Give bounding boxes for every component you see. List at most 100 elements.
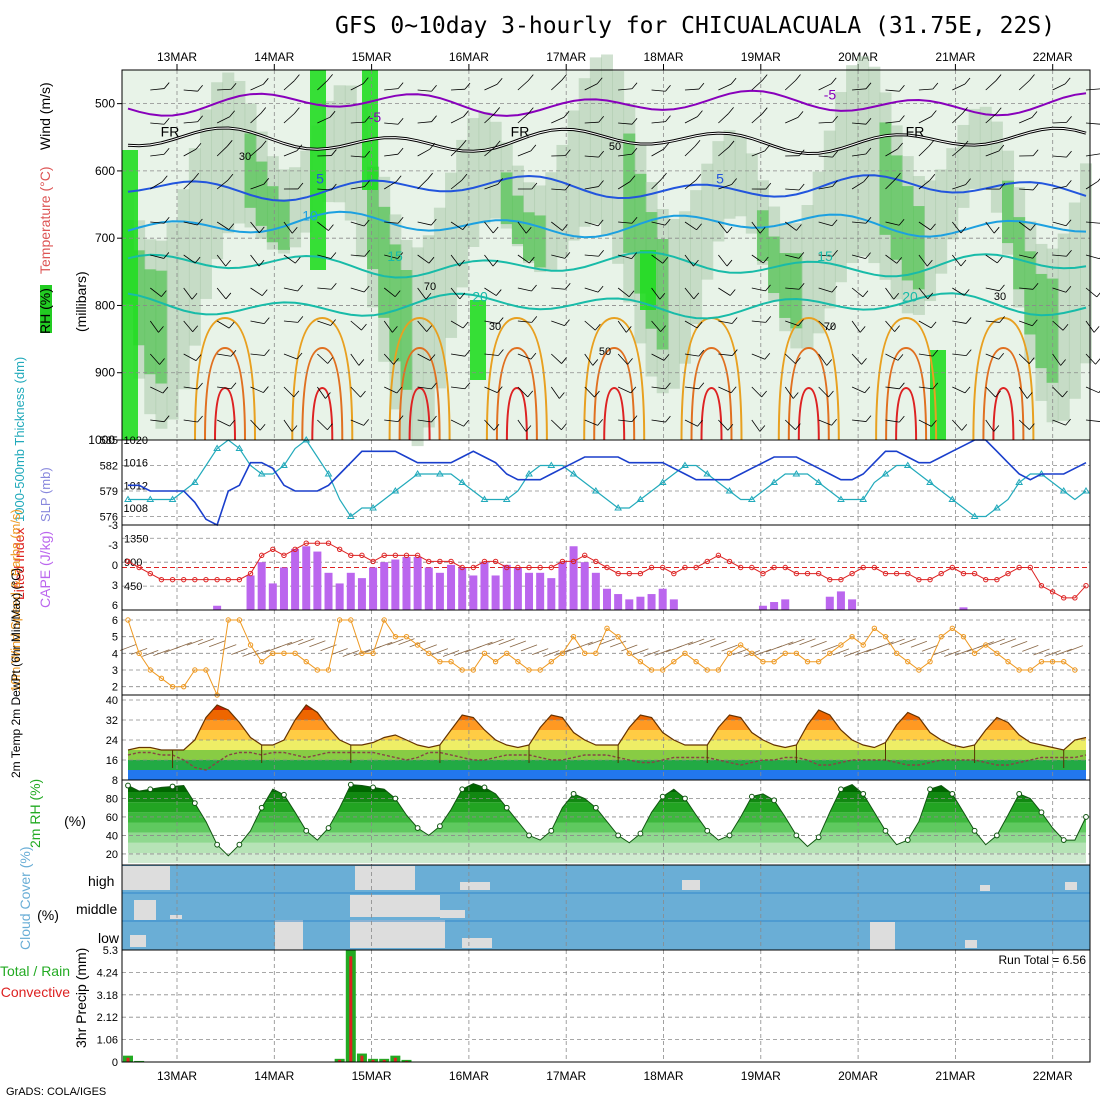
wind-speed-point: [938, 633, 944, 640]
contour-label: -5: [824, 87, 837, 103]
rh-shading-cell: [255, 161, 268, 226]
contour-label: 20: [902, 288, 918, 304]
wind-barb: [350, 155, 365, 158]
date-label-top: 15MAR: [352, 50, 392, 64]
ylabel-temperature: Temperature (°C): [37, 166, 53, 274]
wind-speed-point: [437, 658, 443, 665]
wind-barb-flag: [865, 216, 872, 224]
lifted-index-point: [1049, 589, 1056, 595]
wind-barb-flag: [293, 390, 300, 398]
wind-barb-flag: [863, 175, 870, 182]
wind-barb: [216, 221, 230, 230]
wind-speed-point: [247, 642, 254, 648]
wind-barb: [216, 116, 230, 124]
wind-speed-point: [659, 667, 666, 673]
rh-point: [615, 832, 622, 839]
rh-shading-cell: [177, 189, 190, 390]
wind-barb: [584, 121, 599, 124]
wind-barb-flag: [727, 424, 734, 431]
rh-shading-cell: [567, 110, 580, 241]
rh-shading-cell: [790, 253, 803, 329]
wind-barb-10m: [1066, 645, 1084, 653]
wind-barb: [885, 419, 900, 423]
wind-barb-flag: [761, 390, 767, 398]
wind-barb-flag: [628, 290, 635, 297]
pressure-tick-label: 800: [95, 298, 115, 312]
wind-barb: [450, 386, 465, 390]
wind-barb-flag: [363, 219, 370, 227]
wind-barb-flag: [226, 140, 233, 147]
wind-barb-flag: [191, 292, 198, 300]
wind-barb: [651, 419, 666, 423]
lifted-index-point: [827, 576, 833, 583]
rh-point: [169, 783, 176, 790]
cape-bar: [536, 572, 545, 610]
rh-high-zone: [122, 150, 138, 440]
wind-barb: [985, 113, 997, 124]
cloud-block: [682, 880, 700, 890]
wind-barb: [484, 146, 496, 157]
lifted-index-line: [127, 542, 1087, 599]
wind-barb-flag: [795, 74, 801, 81]
warm-contour: [700, 386, 723, 441]
wind-speed-point: [559, 650, 566, 657]
pressure-tick-label: 500: [95, 97, 115, 111]
wind-barb-flag: [798, 283, 805, 290]
wind-barb-flag: [291, 227, 298, 234]
wind-barb-flag: [327, 423, 333, 431]
wind-speed-point: [192, 667, 198, 673]
wind-speed-point: [860, 642, 866, 648]
wind-barb: [417, 254, 430, 264]
wind-barb: [150, 419, 165, 423]
cape-bar: [313, 551, 322, 610]
wind-barb-flag: [197, 382, 203, 390]
wind-barb-10m: [509, 640, 527, 648]
rh-point: [882, 827, 889, 834]
rh-point: [147, 786, 154, 793]
wind-barb-flag: [995, 390, 1001, 398]
rh-shading-cell: [912, 206, 925, 290]
wind-barb-flag: [1065, 285, 1072, 293]
wind-speed-point: [448, 658, 454, 665]
wind-barb: [584, 386, 595, 398]
wind-barb: [183, 221, 198, 226]
wind-barb: [517, 80, 529, 91]
wind-barb: [985, 254, 998, 264]
wind-barb-flag: [530, 144, 537, 152]
wind-barb-flag: [625, 326, 632, 333]
wind-barb-flag: [559, 392, 565, 399]
cloud-block: [170, 915, 182, 919]
legend-total-rain: Total / Rain: [0, 963, 70, 979]
wind-speed-point: [749, 650, 755, 657]
wind-barb-10m: [944, 650, 961, 657]
warm-contour: [194, 316, 256, 441]
wind-barb-flag: [929, 174, 936, 181]
wind-barb-flag: [831, 418, 837, 426]
wind-barb: [1052, 287, 1067, 293]
warm-contour: [485, 316, 548, 441]
rh-shading-cell: [500, 172, 513, 225]
lifted-index-point: [782, 564, 788, 571]
ylabel-slp: SLP (mb): [38, 467, 53, 522]
wind-barb-flag: [497, 178, 503, 185]
wind-barb: [317, 80, 328, 91]
rh-shading-cell: [188, 148, 201, 346]
wind-barb-10m: [832, 648, 850, 656]
wind-speed-point: [281, 650, 287, 657]
rh-point: [281, 791, 287, 798]
cloud-level-middle: middle: [76, 901, 117, 917]
lifted-index-point: [905, 570, 911, 577]
cloud-block: [1065, 882, 1077, 890]
slp-tick-label: 1016: [124, 458, 148, 470]
rh-shading-cell: [879, 122, 892, 235]
wind-barb-flag: [397, 147, 404, 155]
wind-speed-point: [671, 658, 677, 665]
wind-barb: [818, 386, 829, 398]
lifted-index-point: [504, 564, 510, 571]
wind-barb: [350, 121, 365, 124]
date-label-bottom: 17MAR: [546, 1069, 586, 1083]
wind-barb-flag: [564, 149, 571, 156]
wind-barb-10m: [598, 638, 616, 646]
wind-barb: [918, 145, 930, 157]
wind-barb: [217, 88, 232, 91]
